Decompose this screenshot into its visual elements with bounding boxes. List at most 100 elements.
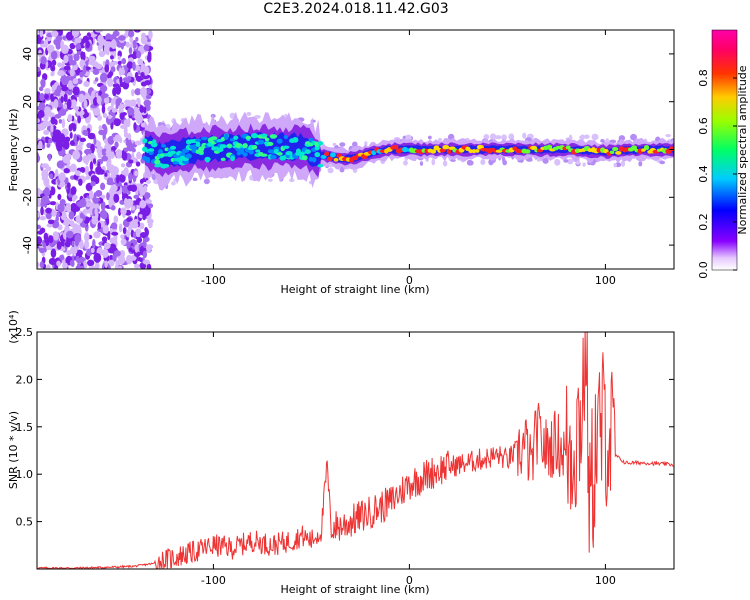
spectrogram-noise-cell bbox=[104, 64, 110, 73]
colorbar-tick-label: 0.6 bbox=[697, 117, 710, 135]
spectrogram-noise-cell bbox=[110, 33, 117, 40]
spectrogram-noise-cell bbox=[39, 92, 45, 101]
spectrogram-noise-cell bbox=[134, 140, 142, 146]
spectrogram-noise-cell bbox=[90, 181, 96, 187]
spectrogram-noise-cell bbox=[59, 254, 65, 261]
spectrogram-noise-cell bbox=[47, 219, 55, 225]
spectrogram-noise-cell bbox=[102, 60, 106, 67]
colorbar-gradient bbox=[711, 29, 738, 271]
spectrogram-noise-cell bbox=[79, 137, 87, 143]
spectrogram-noise-cell bbox=[110, 66, 116, 73]
spectrogram-noise-cell bbox=[69, 140, 76, 146]
spectrogram-noise-cell bbox=[78, 178, 83, 186]
spectrogram-core-cell bbox=[442, 145, 450, 150]
spectrogram-noise-cell bbox=[95, 140, 102, 148]
spectrogram-noise-cell bbox=[119, 173, 126, 183]
spectrogram-noise-cell bbox=[48, 153, 52, 162]
spectrogram-noise-cell bbox=[94, 30, 103, 33]
spectrogram-noise-cell bbox=[46, 44, 55, 53]
spectrogram-noise-cell bbox=[63, 65, 71, 71]
spectrogram-halo-cell bbox=[600, 139, 605, 143]
spectrogram-noise-cell bbox=[83, 64, 87, 75]
spectrogram-core-cell bbox=[641, 148, 646, 152]
spectrogram-noise-cell bbox=[102, 225, 109, 234]
spectrogram-noise-cell bbox=[143, 99, 152, 107]
spectrogram-noise-cell bbox=[111, 108, 118, 113]
spectrogram-halo-cell bbox=[246, 111, 252, 116]
spectrogram-y-tick-label: -20 bbox=[21, 188, 34, 206]
spectrogram-noise-cell bbox=[37, 224, 42, 230]
spectrogram-noise-cell bbox=[114, 141, 119, 148]
spectrogram-core-cell bbox=[320, 154, 327, 159]
spectrogram-noise-cell bbox=[145, 244, 152, 253]
spectrogram-noise-cell bbox=[107, 77, 114, 88]
spectrogram-halo-cell bbox=[659, 160, 666, 165]
spectrogram-noise-cell bbox=[57, 62, 62, 68]
snr-y-tick-label: 0.5 bbox=[16, 516, 34, 529]
spectrogram-core-cell bbox=[224, 133, 229, 139]
spectrogram-noise-cell bbox=[113, 193, 120, 203]
spectrogram-noise-cell bbox=[70, 122, 76, 129]
spectrogram-core-cell bbox=[317, 163, 324, 168]
spectrogram-noise-cell bbox=[74, 238, 79, 247]
spectrogram-noise-cell bbox=[50, 30, 59, 37]
spectrogram-noise-cell bbox=[125, 41, 130, 48]
spectrogram-core-cell bbox=[392, 145, 399, 150]
spectrogram-halo-cell bbox=[267, 178, 273, 182]
spectrogram-noise-cell bbox=[79, 71, 84, 78]
spectrogram-noise-cell bbox=[94, 207, 98, 216]
spectrogram-halo-cell bbox=[480, 159, 486, 166]
spectrogram-noise-cell bbox=[75, 43, 82, 50]
spectrogram-noise-cell bbox=[132, 39, 137, 49]
spectrogram-halo-cell bbox=[665, 134, 671, 138]
spectrogram-noise-cell bbox=[74, 37, 82, 44]
spectrogram-noise-cell bbox=[136, 153, 144, 158]
spectrogram-halo-cell bbox=[442, 160, 448, 167]
spectrogram-core-cell bbox=[210, 136, 218, 141]
spectrogram-noise-cell bbox=[86, 259, 95, 267]
colorbar-tick-label: 0.8 bbox=[697, 69, 710, 87]
spectrogram-y-tick-label: -40 bbox=[21, 236, 34, 254]
spectrogram-noise-cell bbox=[109, 187, 115, 197]
spectrogram-core-cell bbox=[216, 147, 224, 153]
spectrogram-noise-cell bbox=[127, 75, 132, 81]
spectrogram-halo-cell bbox=[575, 160, 581, 165]
spectrogram-panel: -100 0 100 -40 -20 0 20 40 Height of straight … bbox=[7, 29, 675, 296]
spectrogram-noise-cell bbox=[85, 202, 92, 208]
spectrogram-core-cell bbox=[264, 137, 270, 142]
spectrogram-noise-cell bbox=[41, 195, 50, 204]
spectrogram-noise-cell bbox=[79, 265, 85, 269]
spectrogram-noise-cell bbox=[40, 56, 47, 65]
spectrogram-noise-cell bbox=[112, 87, 117, 97]
spectrogram-core-cell bbox=[242, 143, 248, 149]
snr-plot-area bbox=[37, 332, 674, 569]
spectrogram-noise-cell bbox=[42, 242, 47, 248]
spectrogram-noise-cell bbox=[68, 59, 77, 66]
spectrogram-noise-cell bbox=[101, 155, 109, 162]
spectrogram-noise-cell bbox=[88, 265, 97, 269]
spectrogram-noise-cell bbox=[90, 247, 95, 254]
spectrogram-core-cell bbox=[283, 134, 289, 140]
spectrogram-noise-cell bbox=[93, 231, 101, 239]
spectrogram-noise-cell bbox=[132, 231, 137, 239]
spectrogram-core-cell bbox=[446, 148, 452, 154]
spectrogram-noise-cell bbox=[128, 46, 133, 55]
spectrogram-halo-cell bbox=[502, 160, 508, 166]
spectrogram-noise-cell bbox=[78, 93, 85, 103]
spectrogram-noise-cell bbox=[91, 216, 99, 225]
spectrogram-noise-cell bbox=[39, 215, 47, 221]
spectrogram-noise-cell bbox=[107, 135, 115, 145]
spectrogram-noise-cell bbox=[135, 161, 141, 167]
spectrogram-noise-cell bbox=[101, 86, 106, 97]
spectrogram-core-cell bbox=[565, 145, 571, 150]
spectrogram-noise-cell bbox=[125, 254, 133, 265]
spectrogram-noise-cell bbox=[139, 231, 148, 239]
spectrogram-noise-cell bbox=[98, 125, 103, 131]
spectrogram-noise-cell bbox=[136, 237, 143, 244]
spectrogram-noise-cell bbox=[142, 239, 147, 248]
spectrogram-noise-cell bbox=[54, 113, 62, 119]
spectrogram-noise-cell bbox=[100, 96, 105, 105]
spectrogram-noise-cell bbox=[70, 189, 76, 195]
spectrogram-halo-cell bbox=[621, 160, 626, 167]
spectrogram-core-cell bbox=[157, 148, 163, 155]
